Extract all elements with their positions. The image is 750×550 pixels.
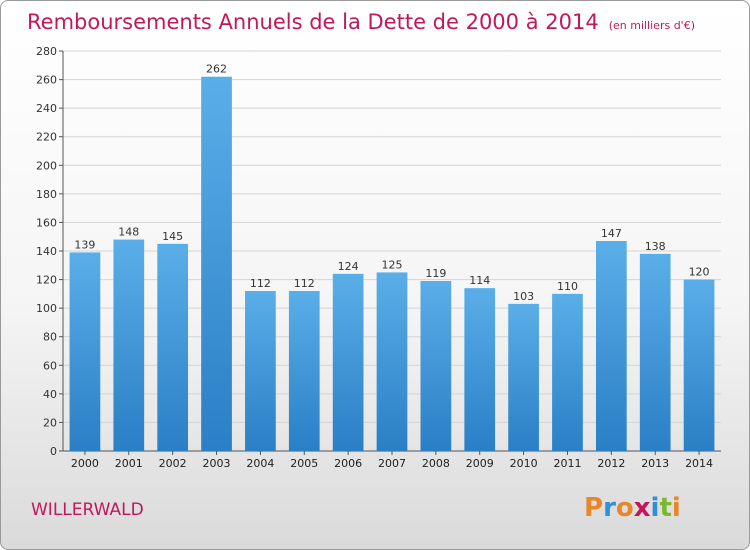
bar-2009	[464, 288, 496, 451]
x-tick-label-2004: 2004	[246, 457, 274, 470]
value-label-2003: 262	[206, 63, 227, 76]
bars	[69, 76, 715, 451]
chart-subtitle: (en milliers d'€)	[609, 19, 695, 32]
bar-2014	[683, 279, 715, 451]
bar-2007	[376, 272, 408, 451]
value-labels: 139 148 145 262 112 112 124 125 119 114 103 110 147 1…	[74, 63, 709, 303]
bar-2004	[245, 291, 276, 451]
value-label-2007: 125	[382, 258, 403, 271]
value-label-2008: 119	[425, 267, 446, 280]
x-tick-label-2008: 2008	[422, 457, 450, 470]
chart-title: Remboursements Annuels de la Dette de 20…	[27, 10, 599, 34]
proxiti-logo: Proxiti	[584, 493, 681, 523]
x-tick-label-2012: 2012	[597, 457, 625, 470]
chart-title-group: Remboursements Annuels de la Dette de 20…	[27, 10, 695, 34]
x-tick-label-2002: 2002	[159, 457, 187, 470]
y-tick-label: 60	[43, 359, 57, 372]
bar-2001	[113, 239, 145, 451]
value-label-2004: 112	[250, 277, 271, 290]
bar-2011	[552, 293, 583, 451]
bar-2010	[508, 303, 539, 451]
y-tick-label: 280	[36, 45, 57, 58]
logo-letter: P	[584, 493, 603, 523]
value-label-2005: 112	[294, 277, 315, 290]
bar-2006	[332, 273, 364, 451]
y-tick-label: 140	[36, 245, 57, 258]
x-tick-label-2009: 2009	[466, 457, 494, 470]
y-tick-label: 80	[43, 331, 57, 344]
bar-2005	[288, 291, 320, 451]
bar-2003	[201, 76, 232, 451]
y-tick-label: 0	[50, 445, 57, 458]
x-tick-label-2007: 2007	[378, 457, 406, 470]
logo-letter: i	[672, 493, 681, 523]
x-tick-label-2006: 2006	[334, 457, 362, 470]
bar-2013	[639, 253, 671, 451]
value-label-2012: 147	[601, 227, 622, 240]
axes: 0 20 40 60 80 100 120 140 160 180 200 220 240 260 280 2…	[36, 45, 721, 470]
logo-letter: o	[616, 493, 634, 523]
x-tick-label-2001: 2001	[115, 457, 143, 470]
x-tick-label-2005: 2005	[290, 457, 318, 470]
y-tick-label: 200	[36, 159, 57, 172]
x-tick-label-2013: 2013	[641, 457, 669, 470]
y-tick-label: 120	[36, 274, 57, 287]
y-tick-label: 20	[43, 416, 57, 429]
x-tick-label-2003: 2003	[203, 457, 231, 470]
value-label-2011: 110	[557, 280, 578, 293]
commune-name: WILLERWALD	[31, 500, 144, 520]
x-tick-label-2011: 2011	[553, 457, 581, 470]
y-tick-label: 260	[36, 74, 57, 87]
y-tick-label: 40	[43, 388, 57, 401]
logo-letter: x	[634, 493, 651, 523]
bar-2008	[420, 281, 452, 451]
y-tick-label: 160	[36, 216, 57, 229]
bar-2002	[157, 243, 189, 451]
logo-letter: t	[659, 493, 671, 523]
value-label-2014: 120	[689, 266, 710, 279]
x-tick-label-2010: 2010	[510, 457, 538, 470]
x-tick-label-2014: 2014	[685, 457, 713, 470]
x-tick-label-2000: 2000	[71, 457, 99, 470]
y-tick-label: 100	[36, 302, 57, 315]
y-tick-label: 220	[36, 131, 57, 144]
value-label-2013: 138	[645, 240, 666, 253]
value-label-2010: 103	[513, 290, 534, 303]
value-label-2001: 148	[118, 226, 139, 239]
value-label-2002: 145	[162, 230, 183, 243]
bar-2000	[69, 252, 101, 451]
value-label-2006: 124	[338, 260, 359, 273]
value-label-2000: 139	[74, 238, 95, 251]
value-label-2009: 114	[469, 274, 490, 287]
bar-2012	[595, 241, 627, 451]
y-tick-label: 240	[36, 102, 57, 115]
y-tick-label: 180	[36, 188, 57, 201]
logo-letter: i	[651, 493, 660, 523]
logo-letter: r	[603, 493, 616, 523]
